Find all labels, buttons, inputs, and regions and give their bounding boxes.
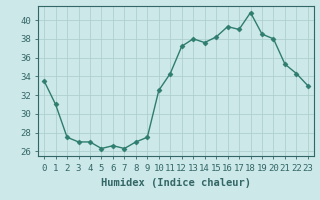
X-axis label: Humidex (Indice chaleur): Humidex (Indice chaleur) (101, 178, 251, 188)
